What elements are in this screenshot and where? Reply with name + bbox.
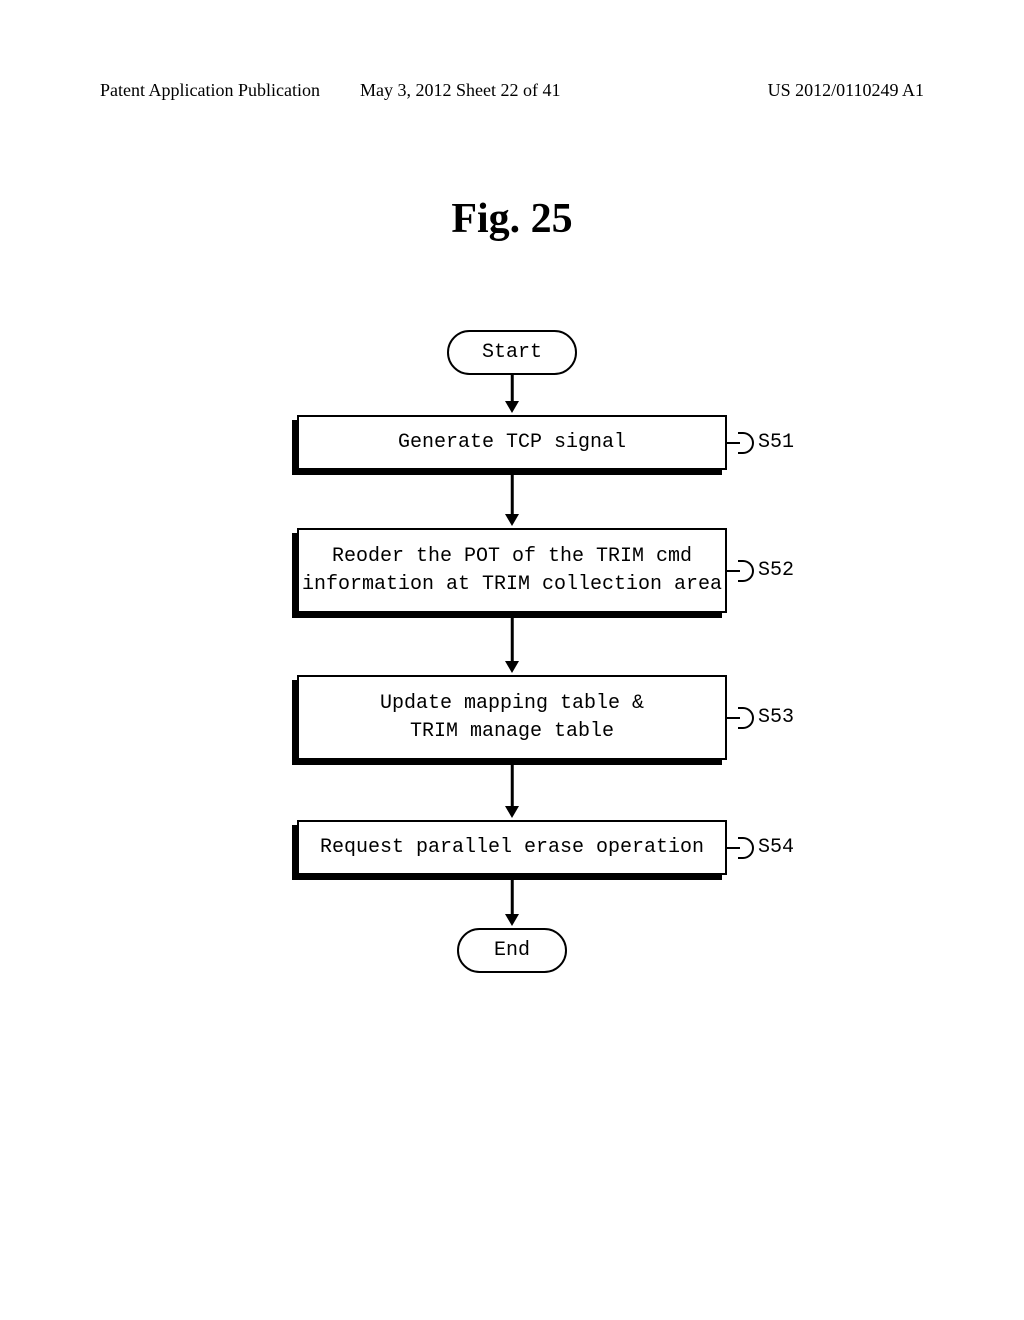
header-patent-id: US 2012/0110249 A1: [768, 80, 924, 101]
label-bracket: [738, 560, 754, 582]
arrowhead-icon: [505, 661, 519, 673]
flow-s51: Generate TCP signal: [297, 415, 727, 470]
arrowhead-icon: [505, 401, 519, 413]
flow-arrow: [511, 613, 514, 663]
flow-arrow: [511, 470, 514, 516]
arrowhead-icon: [505, 514, 519, 526]
flow-start: Start: [447, 330, 577, 375]
flow-s52: Reoder the POT of the TRIM cmd informati…: [297, 528, 727, 613]
flow-s53: Update mapping table & TRIM manage table: [297, 675, 727, 760]
flow-end: End: [457, 928, 567, 973]
arrowhead-icon: [505, 914, 519, 926]
step-label-s53: S53: [758, 706, 794, 729]
step-label-s54: S54: [758, 836, 794, 859]
flow-arrow: [511, 760, 514, 808]
flow-s54: Request parallel erase operation: [297, 820, 727, 875]
header-date-sheet: May 3, 2012 Sheet 22 of 41: [360, 80, 560, 101]
label-bracket: [738, 707, 754, 729]
header-publication: Patent Application Publication: [100, 80, 320, 101]
step-label-s52: S52: [758, 559, 794, 582]
label-bracket: [738, 837, 754, 859]
arrowhead-icon: [505, 806, 519, 818]
flow-arrow: [511, 375, 514, 403]
label-bracket: [738, 432, 754, 454]
step-label-s51: S51: [758, 431, 794, 454]
figure-title: Fig. 25: [0, 195, 1024, 243]
flow-arrow: [511, 875, 514, 916]
